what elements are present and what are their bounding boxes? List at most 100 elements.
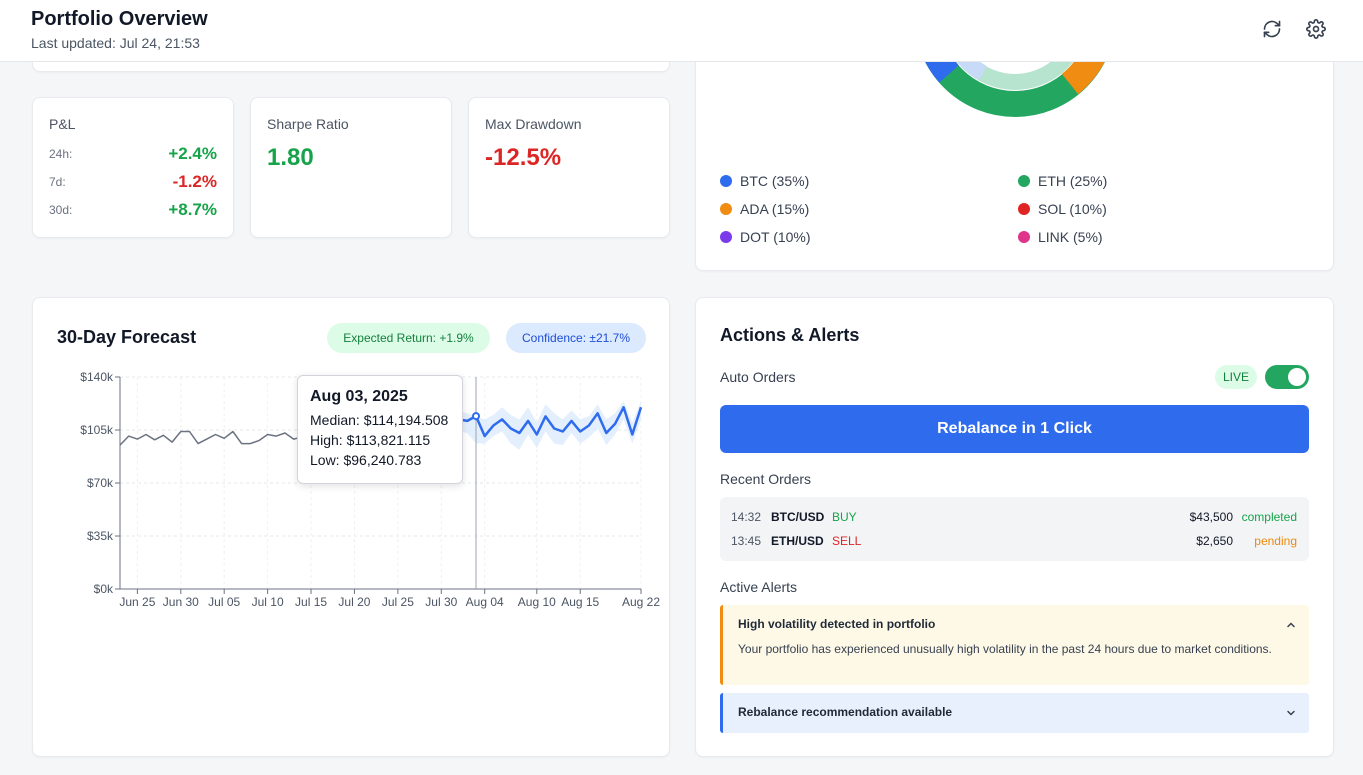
recent-orders-list: 14:32 BTC/USD BUY $43,500 completed 13:4… <box>720 497 1309 561</box>
legend-label: LINK (5%) <box>1038 229 1103 245</box>
x-tick-label: Aug 15 <box>561 595 599 609</box>
sharpe-label: Sharpe Ratio <box>267 116 349 132</box>
y-tick-label: $35k <box>87 529 114 543</box>
y-tick-label: $70k <box>87 476 114 490</box>
tooltip-median: Median: $114,194.508 <box>310 412 449 428</box>
pnl-value: +8.7% <box>168 200 217 219</box>
x-tick-label: Jul 15 <box>295 595 327 609</box>
recent-orders-label: Recent Orders <box>720 471 812 487</box>
alert-body: Your portfolio has experienced unusually… <box>738 642 1272 656</box>
chevron-up-icon[interactable] <box>1285 619 1297 631</box>
legend-dot <box>1018 203 1030 215</box>
alert-title: Rebalance recommendation available <box>738 705 953 719</box>
pnl-row-30d: 30d: +8.7% <box>49 200 217 220</box>
x-tick-label: Jul 30 <box>425 595 457 609</box>
alert-title: High volatility detected in portfolio <box>738 617 936 631</box>
order-time: 13:45 <box>731 534 762 548</box>
forecast-card <box>32 297 670 757</box>
order-row[interactable]: 13:45 ETH/USD SELL $2,650 pending <box>731 534 1297 550</box>
gear-icon <box>1306 19 1326 39</box>
forecast-line <box>449 406 643 438</box>
pnl-card: P&L 24h: +2.4% 7d: -1.2% 30d: +8.7% <box>32 97 234 238</box>
hover-point <box>472 412 481 421</box>
actions-title: Actions & Alerts <box>720 325 860 345</box>
x-tick-label: Aug 04 <box>466 595 504 609</box>
order-pair: ETH/USD <box>771 534 824 548</box>
refresh-icon <box>1263 20 1281 38</box>
refresh-button[interactable] <box>1260 17 1284 41</box>
order-time: 14:32 <box>731 510 762 524</box>
pnl-row-24h: 24h: +2.4% <box>49 144 217 164</box>
x-tick-label: Jun 25 <box>119 595 155 609</box>
legend-dot <box>720 203 732 215</box>
tooltip-high: High: $113,821.115 <box>310 432 431 448</box>
legend-dot <box>1018 231 1030 243</box>
donut-ring <box>914 21 1116 117</box>
tooltip-low: Low: $96,240.783 <box>310 452 422 468</box>
active-alerts-label: Active Alerts <box>720 579 798 595</box>
live-badge: LIVE <box>1215 365 1257 389</box>
legend-item-ada: ADA (15%) <box>720 201 809 217</box>
rebalance-button[interactable]: Rebalance in 1 Click <box>720 405 1309 453</box>
legend-label: ADA (15%) <box>740 201 810 217</box>
pnl-value: +2.4% <box>168 144 217 163</box>
y-tick-label: $105k <box>80 423 114 437</box>
order-pair: BTC/USD <box>771 510 825 524</box>
pnl-period: 24h: <box>49 147 73 161</box>
y-tick-label: $140k <box>80 370 114 384</box>
sharpe-value: 1.80 <box>267 144 314 171</box>
drawdown-label: Max Drawdown <box>485 116 582 132</box>
pnl-label: P&L <box>49 116 76 132</box>
chart-tooltip: Aug 03, 2025 Median: $114,194.508 High: … <box>297 375 463 484</box>
donut-inner-ring <box>941 21 1089 90</box>
historical-line <box>119 430 320 446</box>
chevron-down-icon[interactable] <box>1285 707 1297 719</box>
confidence-badge: Confidence: ±21.7% <box>506 323 646 353</box>
settings-button[interactable] <box>1304 17 1328 41</box>
pnl-period: 7d: <box>49 175 66 189</box>
legend-item-eth: ETH (25%) <box>1018 173 1107 189</box>
x-tick-label: Jul 10 <box>252 595 284 609</box>
legend-item-btc: BTC (35%) <box>720 173 809 189</box>
pnl-value: -1.2% <box>172 172 217 191</box>
legend-item-link: LINK (5%) <box>1018 229 1103 245</box>
x-tick-label: Aug 22 <box>622 595 660 609</box>
legend-label: BTC (35%) <box>740 173 810 189</box>
legend-label: DOT (10%) <box>740 229 811 245</box>
app-header: Portfolio Overview Last updated: Jul 24,… <box>0 0 1363 62</box>
last-updated-text: Last updated: Jul 24, 21:53 <box>31 35 200 51</box>
y-tick-label: $0k <box>94 582 114 596</box>
x-tick-label: Aug 10 <box>518 595 556 609</box>
x-tick-label: Jul 25 <box>382 595 414 609</box>
order-amount: $2,650 <box>1196 534 1233 548</box>
confidence-band <box>450 401 641 450</box>
x-tick-label: Jun 30 <box>163 595 199 609</box>
alert-volatility[interactable]: High volatility detected in portfolio Yo… <box>720 605 1309 685</box>
order-side: SELL <box>832 534 862 548</box>
drawdown-card: Max Drawdown -12.5% <box>468 97 670 238</box>
drawdown-value: -12.5% <box>485 144 562 171</box>
sharpe-card: Sharpe Ratio 1.80 <box>250 97 452 238</box>
order-side: BUY <box>832 510 857 524</box>
pnl-row-7d: 7d: -1.2% <box>49 172 217 192</box>
legend-dot <box>1018 175 1030 187</box>
legend-item-dot: DOT (10%) <box>720 229 811 245</box>
order-amount: $43,500 <box>1189 510 1233 524</box>
tooltip-date: Aug 03, 2025 <box>310 388 408 405</box>
alert-rebalance[interactable]: Rebalance recommendation available <box>720 693 1309 733</box>
legend-item-sol: SOL (10%) <box>1018 201 1107 217</box>
legend-label: ETH (25%) <box>1038 173 1108 189</box>
order-status: pending <box>1254 534 1297 548</box>
page-title: Portfolio Overview <box>31 8 208 30</box>
legend-label: SOL (10%) <box>1038 201 1107 217</box>
x-tick-label: Jul 05 <box>208 595 240 609</box>
x-tick-label: Jul 20 <box>338 595 370 609</box>
auto-orders-toggle[interactable] <box>1265 365 1309 389</box>
toggle-knob <box>1288 368 1306 386</box>
order-row[interactable]: 14:32 BTC/USD BUY $43,500 completed <box>731 510 1297 526</box>
auto-orders-label: Auto Orders <box>720 369 796 385</box>
order-status: completed <box>1241 510 1297 524</box>
expected-return-badge: Expected Return: +1.9% <box>327 323 490 353</box>
legend-dot <box>720 175 732 187</box>
forecast-title: 30-Day Forecast <box>57 327 197 347</box>
